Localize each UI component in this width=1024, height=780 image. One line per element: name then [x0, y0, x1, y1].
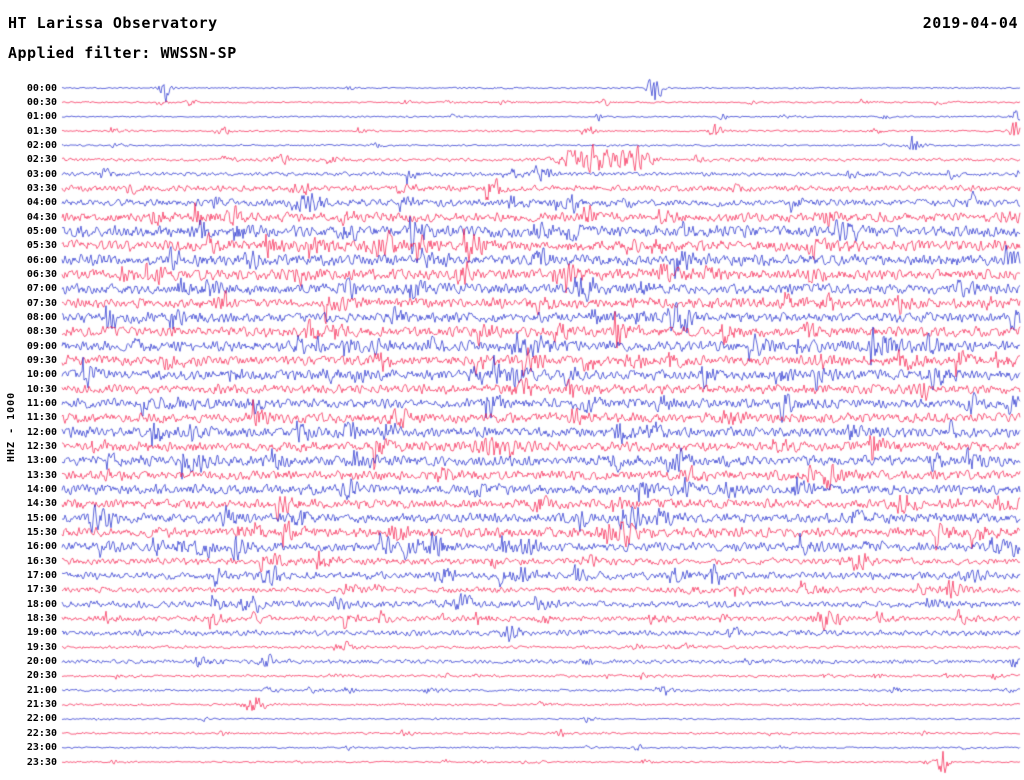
trace-time-label: 16:00	[26, 541, 57, 553]
trace-time-label: 02:30	[26, 154, 57, 166]
station-title: HT Larissa Observatory	[8, 14, 218, 32]
trace-time-label: 08:00	[26, 311, 57, 323]
trace-time-label: 09:00	[26, 340, 57, 352]
trace-time-label: 05:00	[26, 225, 57, 237]
trace-time-label: 01:00	[26, 111, 57, 123]
trace-time-label: 13:30	[26, 469, 57, 481]
trace-time-label: 19:00	[26, 627, 57, 639]
trace-time-label: 18:00	[26, 598, 57, 610]
trace-time-label: 14:30	[26, 498, 57, 510]
trace-time-label: 23:30	[26, 756, 57, 768]
trace-time-label: 22:30	[26, 727, 57, 739]
trace-time-label: 06:30	[26, 268, 57, 280]
trace-time-label: 04:00	[26, 197, 57, 209]
trace-time-label: 23:00	[26, 742, 57, 754]
trace-time-label: 22:00	[26, 713, 57, 725]
trace-time-label: 11:00	[26, 397, 57, 409]
trace-time-label: 19:30	[26, 641, 57, 653]
trace-time-label: 09:30	[26, 354, 57, 366]
trace-time-label: 20:30	[26, 670, 57, 682]
trace-time-label: 14:00	[26, 484, 57, 496]
trace-time-label: 12:00	[26, 426, 57, 438]
trace-time-label: 03:30	[26, 182, 57, 194]
trace-time-label: 12:30	[26, 441, 57, 452]
trace-time-label: 02:00	[26, 139, 57, 151]
trace-time-label: 01:30	[26, 125, 57, 137]
trace-time-label: 00:30	[26, 96, 57, 108]
trace-time-label: 21:30	[26, 699, 57, 711]
filter-label: Applied filter: WWSSN-SP	[8, 44, 237, 62]
trace-time-label: 21:00	[26, 684, 57, 696]
date-label: 2019-04-04	[922, 14, 1018, 32]
trace-time-label: 15:00	[26, 512, 57, 524]
trace-time-label: 06:00	[26, 254, 57, 266]
trace-time-label: 16:30	[26, 555, 57, 567]
trace-time-label: 10:30	[26, 383, 57, 395]
trace-time-label: 20:00	[26, 656, 57, 668]
trace-time-label: 10:00	[26, 369, 57, 381]
trace-time-label: 15:30	[26, 527, 57, 539]
trace-time-label: 00:00	[26, 82, 57, 94]
trace-time-label: 04:30	[26, 211, 57, 223]
trace-time-label: 05:30	[26, 240, 57, 252]
trace-time-label: 18:30	[26, 613, 57, 625]
trace-time-label: 13:00	[26, 455, 57, 467]
trace-time-label: 17:00	[26, 570, 57, 582]
trace-time-label: 07:00	[26, 283, 57, 295]
trace-time-label: 08:30	[26, 326, 57, 338]
trace-time-label: 11:30	[26, 412, 57, 424]
trace-time-label: 07:30	[26, 297, 57, 309]
trace-time-label: 17:30	[26, 584, 57, 596]
trace-time-label: 03:00	[26, 168, 57, 180]
